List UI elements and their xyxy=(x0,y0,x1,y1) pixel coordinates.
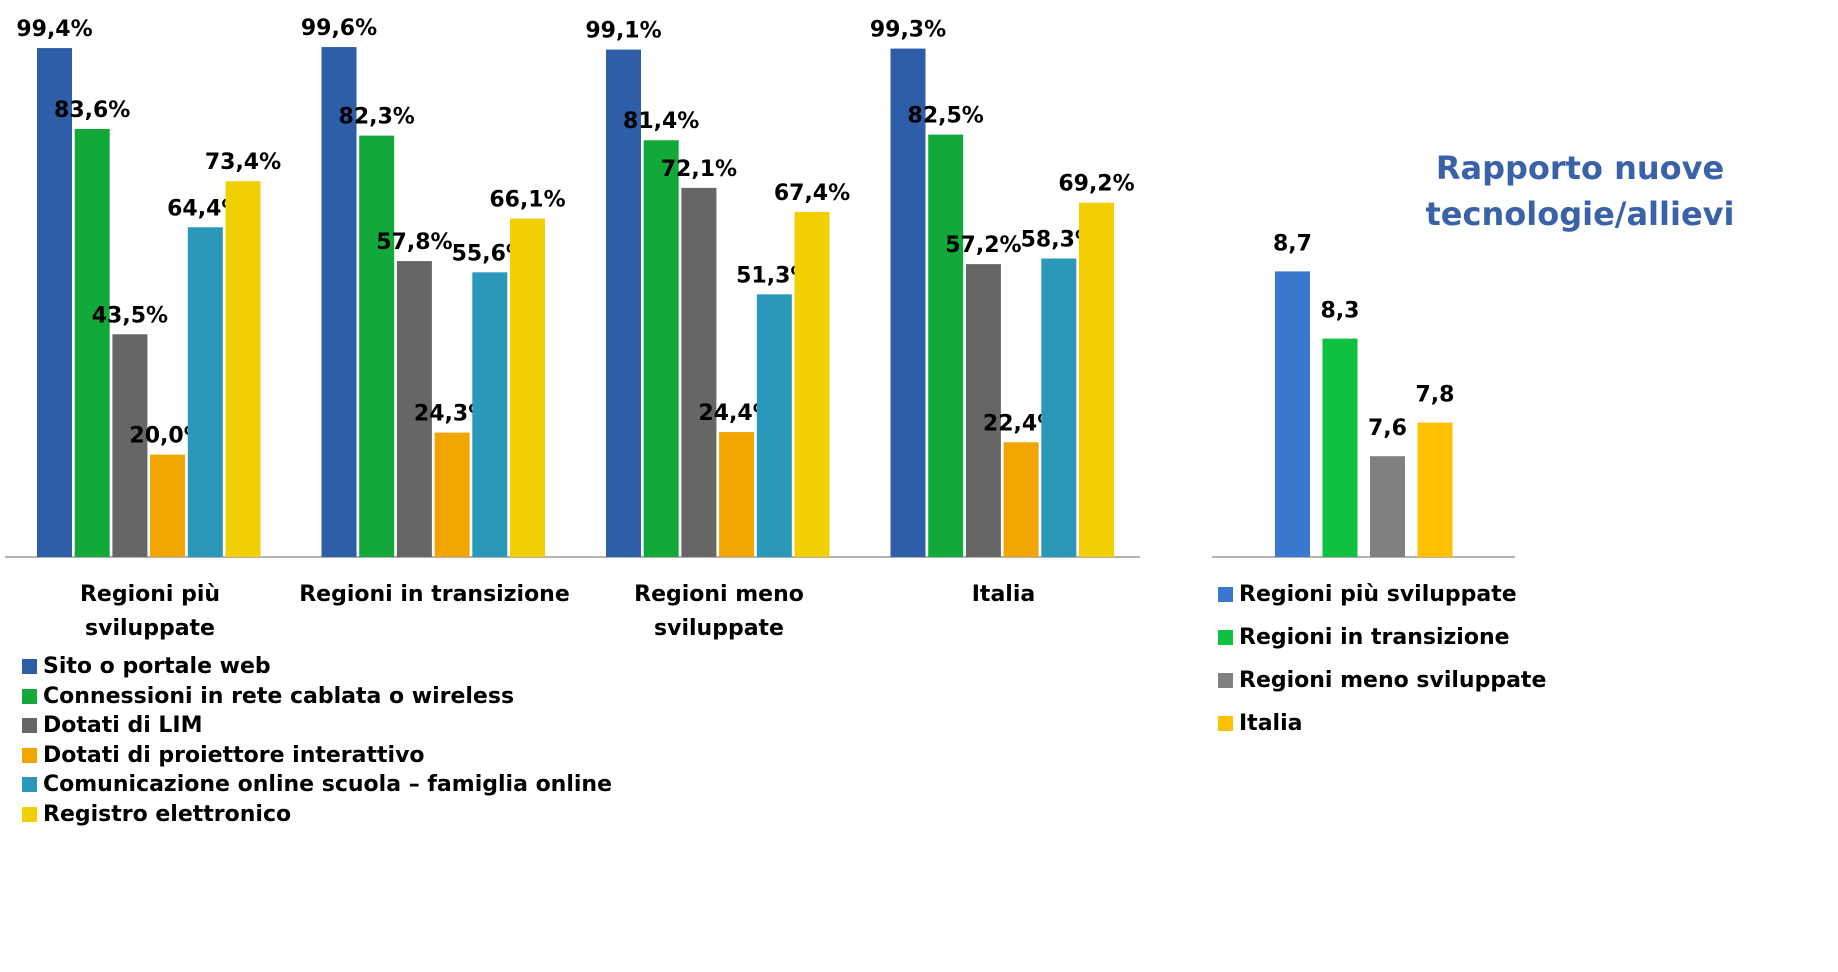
legend-label: Dotati di proiettore interattivo xyxy=(43,742,425,768)
legend-entry: Regioni meno sviluppate xyxy=(1218,668,1546,693)
bar xyxy=(1079,202,1114,558)
legend-swatch xyxy=(1218,673,1233,688)
bar xyxy=(1370,456,1405,557)
bar xyxy=(719,432,755,557)
chart-title: Rapporto nuove tecnologie/allievi xyxy=(1425,149,1735,233)
bar xyxy=(74,128,110,557)
bar xyxy=(187,227,223,557)
bar xyxy=(1417,422,1453,557)
value-label: 7,8 xyxy=(1416,383,1455,408)
bar xyxy=(112,334,148,557)
legend-label: Regioni meno sviluppate xyxy=(1239,668,1547,693)
value-label: 7,6 xyxy=(1368,416,1407,441)
bar xyxy=(643,140,679,557)
legend-label: Italia xyxy=(1239,711,1303,736)
legend-swatch xyxy=(22,777,37,792)
legend-entry: Italia xyxy=(1218,711,1302,736)
legend-swatch xyxy=(22,718,37,733)
value-label: 66,1% xyxy=(489,188,565,213)
legend-swatch xyxy=(22,747,37,763)
bar xyxy=(681,187,717,557)
value-label: 8,3 xyxy=(1321,299,1360,324)
x-tick-label: Regioni meno sviluppate xyxy=(634,582,804,641)
bar xyxy=(472,272,508,557)
legend-label: Regioni in transizione xyxy=(1239,625,1510,650)
bar xyxy=(928,134,964,557)
value-label: 69,2% xyxy=(1058,172,1134,197)
legend-label: Registro elettronico xyxy=(43,801,292,827)
bar xyxy=(1275,271,1310,557)
legend-label: Connessioni in rete cablata o wireless xyxy=(43,683,515,709)
bar xyxy=(150,454,186,557)
bar xyxy=(1322,338,1358,557)
legend-swatch xyxy=(1218,630,1233,645)
bar xyxy=(890,48,926,558)
value-label: 73,4% xyxy=(205,150,281,175)
bar xyxy=(37,48,72,558)
x-tick-label: Italia xyxy=(971,582,1036,607)
bar xyxy=(225,181,261,557)
value-label: 99,1% xyxy=(585,19,661,44)
value-label: 57,8% xyxy=(376,230,452,255)
value-label: 57,2% xyxy=(945,233,1021,258)
bar xyxy=(756,294,792,557)
bar xyxy=(434,432,470,557)
legend-label: Sito o portale web xyxy=(43,654,271,679)
value-label: 82,5% xyxy=(908,104,984,129)
bar xyxy=(359,135,395,557)
bar xyxy=(965,264,1001,557)
value-label: 99,6% xyxy=(301,16,377,41)
legend-label: Dotati di LIM xyxy=(43,713,203,738)
legend-entry: Sito o portale web xyxy=(22,654,271,679)
legend-swatch xyxy=(1218,716,1233,731)
bar xyxy=(1041,258,1077,557)
value-label: 99,3% xyxy=(870,18,946,43)
bar xyxy=(510,218,545,557)
legend-entry: Dotati di LIM xyxy=(22,713,203,738)
legend-swatch xyxy=(22,688,37,704)
bar xyxy=(606,49,641,557)
legend-swatch xyxy=(22,659,37,674)
legend-entry: Regioni più sviluppate xyxy=(1218,582,1517,607)
legend-entry: Registro elettronico xyxy=(22,802,291,827)
x-tick-label: Regioni in transizione xyxy=(299,582,570,607)
value-label: 8,7 xyxy=(1273,231,1312,256)
value-label: 82,3% xyxy=(339,105,415,130)
value-label: 99,4% xyxy=(16,17,92,42)
legend-entry: Comunicazione online scuola – famiglia o… xyxy=(22,772,612,797)
legend-label: Comunicazione online scuola – famiglia o… xyxy=(43,772,613,797)
value-label: 83,6% xyxy=(54,98,130,123)
bar xyxy=(1003,442,1039,557)
bar xyxy=(794,211,830,558)
legend-label: Regioni più sviluppate xyxy=(1239,582,1517,607)
value-label: 67,4% xyxy=(774,181,850,206)
x-tick-label: Regioni più sviluppate xyxy=(79,582,221,641)
legend-entry: Regioni in transizione xyxy=(1218,625,1510,650)
legend-swatch xyxy=(1218,587,1233,602)
value-label: 43,5% xyxy=(92,303,168,328)
legend-swatch xyxy=(22,806,37,822)
bar xyxy=(396,261,432,557)
legend-entry: Connessioni in rete cablata o wireless xyxy=(22,684,514,709)
value-label: 81,4% xyxy=(623,109,699,134)
bar xyxy=(321,47,357,557)
legend-entry: Dotati di proiettore interattivo xyxy=(22,743,425,768)
value-label: 72,1% xyxy=(661,157,737,182)
